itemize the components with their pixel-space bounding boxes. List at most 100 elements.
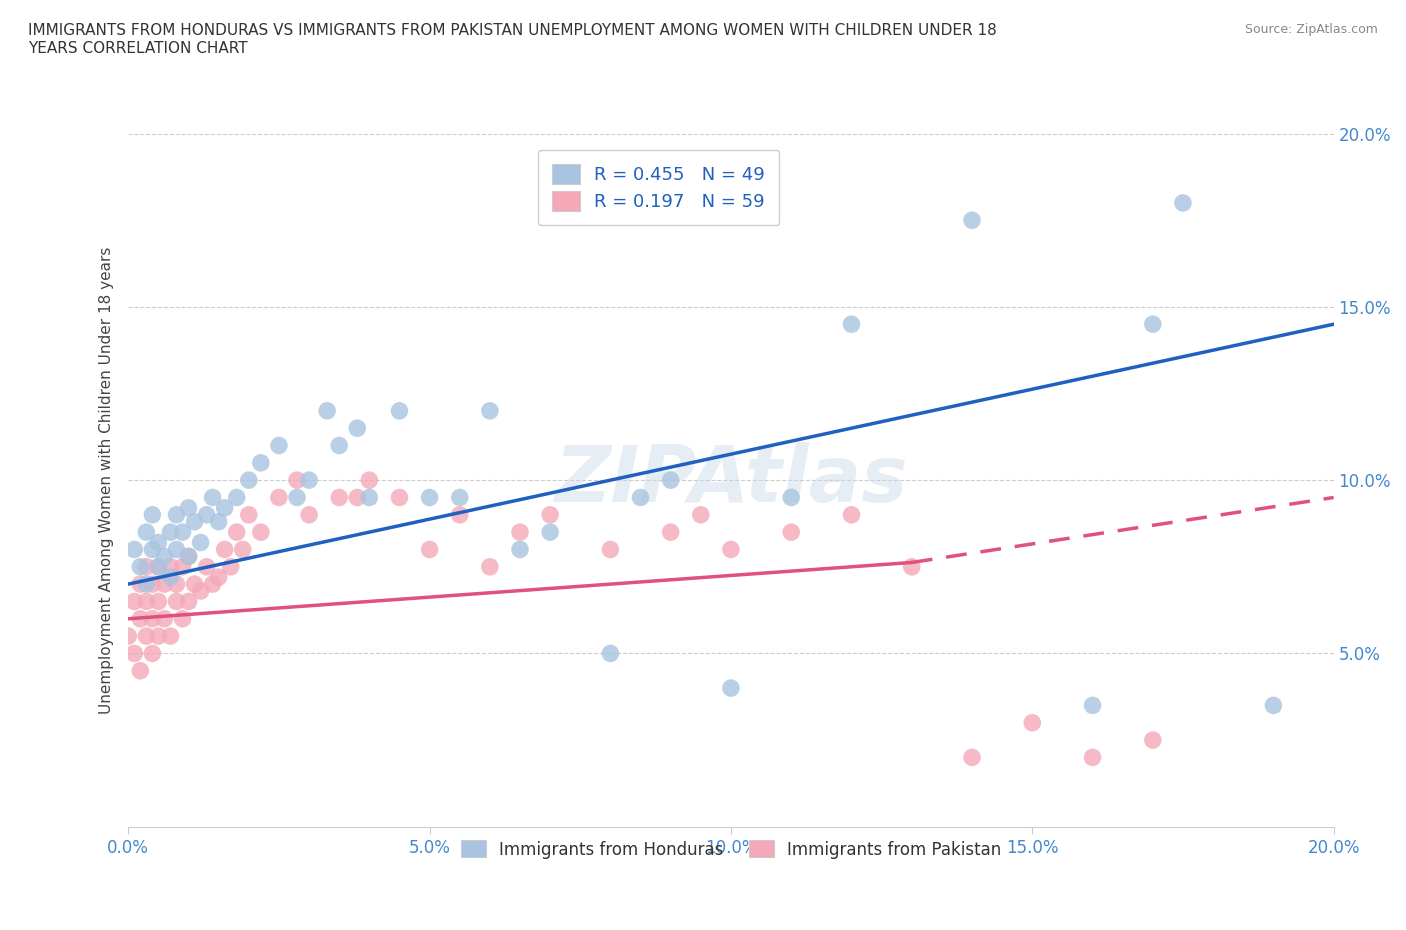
Point — [166, 577, 188, 591]
Point — [841, 317, 863, 332]
Point — [177, 594, 200, 609]
Point — [630, 490, 652, 505]
Point — [232, 542, 254, 557]
Point — [201, 490, 224, 505]
Point — [166, 508, 188, 523]
Point — [208, 514, 231, 529]
Text: Source: ZipAtlas.com: Source: ZipAtlas.com — [1244, 22, 1378, 35]
Point — [214, 542, 236, 557]
Point — [388, 490, 411, 505]
Text: ZIPAtlas: ZIPAtlas — [554, 442, 908, 518]
Point — [141, 577, 163, 591]
Point — [316, 404, 339, 418]
Point — [225, 525, 247, 539]
Point — [148, 535, 170, 550]
Point — [1081, 698, 1104, 713]
Point — [159, 559, 181, 574]
Point — [148, 559, 170, 574]
Point — [214, 500, 236, 515]
Point — [135, 577, 157, 591]
Point — [238, 508, 260, 523]
Point — [124, 646, 146, 661]
Point — [250, 525, 273, 539]
Point — [183, 514, 205, 529]
Point — [172, 611, 194, 626]
Point — [509, 542, 531, 557]
Point — [201, 577, 224, 591]
Point — [1263, 698, 1285, 713]
Point — [538, 508, 561, 523]
Point — [153, 611, 176, 626]
Point — [419, 490, 441, 505]
Point — [129, 663, 152, 678]
Point — [124, 542, 146, 557]
Point — [720, 681, 742, 696]
Point — [478, 559, 501, 574]
Point — [1142, 317, 1164, 332]
Point — [159, 629, 181, 644]
Point — [124, 594, 146, 609]
Point — [148, 629, 170, 644]
Point — [346, 420, 368, 435]
Point — [148, 594, 170, 609]
Point — [141, 611, 163, 626]
Point — [166, 542, 188, 557]
Y-axis label: Unemployment Among Women with Children Under 18 years: Unemployment Among Women with Children U… — [100, 246, 114, 714]
Point — [135, 594, 157, 609]
Point — [599, 542, 621, 557]
Point — [538, 525, 561, 539]
Point — [267, 490, 290, 505]
Point — [285, 490, 308, 505]
Point — [659, 525, 682, 539]
Point — [478, 404, 501, 418]
Point — [509, 525, 531, 539]
Point — [135, 525, 157, 539]
Point — [841, 508, 863, 523]
Point — [250, 456, 273, 471]
Point — [177, 500, 200, 515]
Point — [141, 542, 163, 557]
Point — [129, 577, 152, 591]
Point — [153, 549, 176, 564]
Point — [225, 490, 247, 505]
Text: IMMIGRANTS FROM HONDURAS VS IMMIGRANTS FROM PAKISTAN UNEMPLOYMENT AMONG WOMEN WI: IMMIGRANTS FROM HONDURAS VS IMMIGRANTS F… — [28, 23, 997, 56]
Point — [195, 559, 218, 574]
Point — [689, 508, 711, 523]
Point — [159, 525, 181, 539]
Point — [117, 629, 139, 644]
Point — [172, 525, 194, 539]
Point — [219, 559, 242, 574]
Point — [238, 472, 260, 487]
Point — [960, 750, 983, 764]
Point — [388, 404, 411, 418]
Point — [177, 549, 200, 564]
Point — [172, 559, 194, 574]
Point — [449, 490, 471, 505]
Point — [159, 570, 181, 585]
Point — [1021, 715, 1043, 730]
Point — [135, 559, 157, 574]
Point — [208, 570, 231, 585]
Point — [153, 577, 176, 591]
Point — [135, 629, 157, 644]
Point — [183, 577, 205, 591]
Point — [599, 646, 621, 661]
Legend: Immigrants from Honduras, Immigrants from Pakistan: Immigrants from Honduras, Immigrants fro… — [453, 832, 1010, 867]
Point — [298, 472, 321, 487]
Point — [720, 542, 742, 557]
Point — [141, 646, 163, 661]
Point — [449, 508, 471, 523]
Point — [195, 508, 218, 523]
Point — [359, 490, 381, 505]
Point — [346, 490, 368, 505]
Point — [359, 472, 381, 487]
Point — [166, 594, 188, 609]
Point — [177, 549, 200, 564]
Point — [1081, 750, 1104, 764]
Point — [960, 213, 983, 228]
Point — [190, 584, 212, 599]
Point — [129, 611, 152, 626]
Point — [659, 472, 682, 487]
Point — [780, 525, 803, 539]
Point — [419, 542, 441, 557]
